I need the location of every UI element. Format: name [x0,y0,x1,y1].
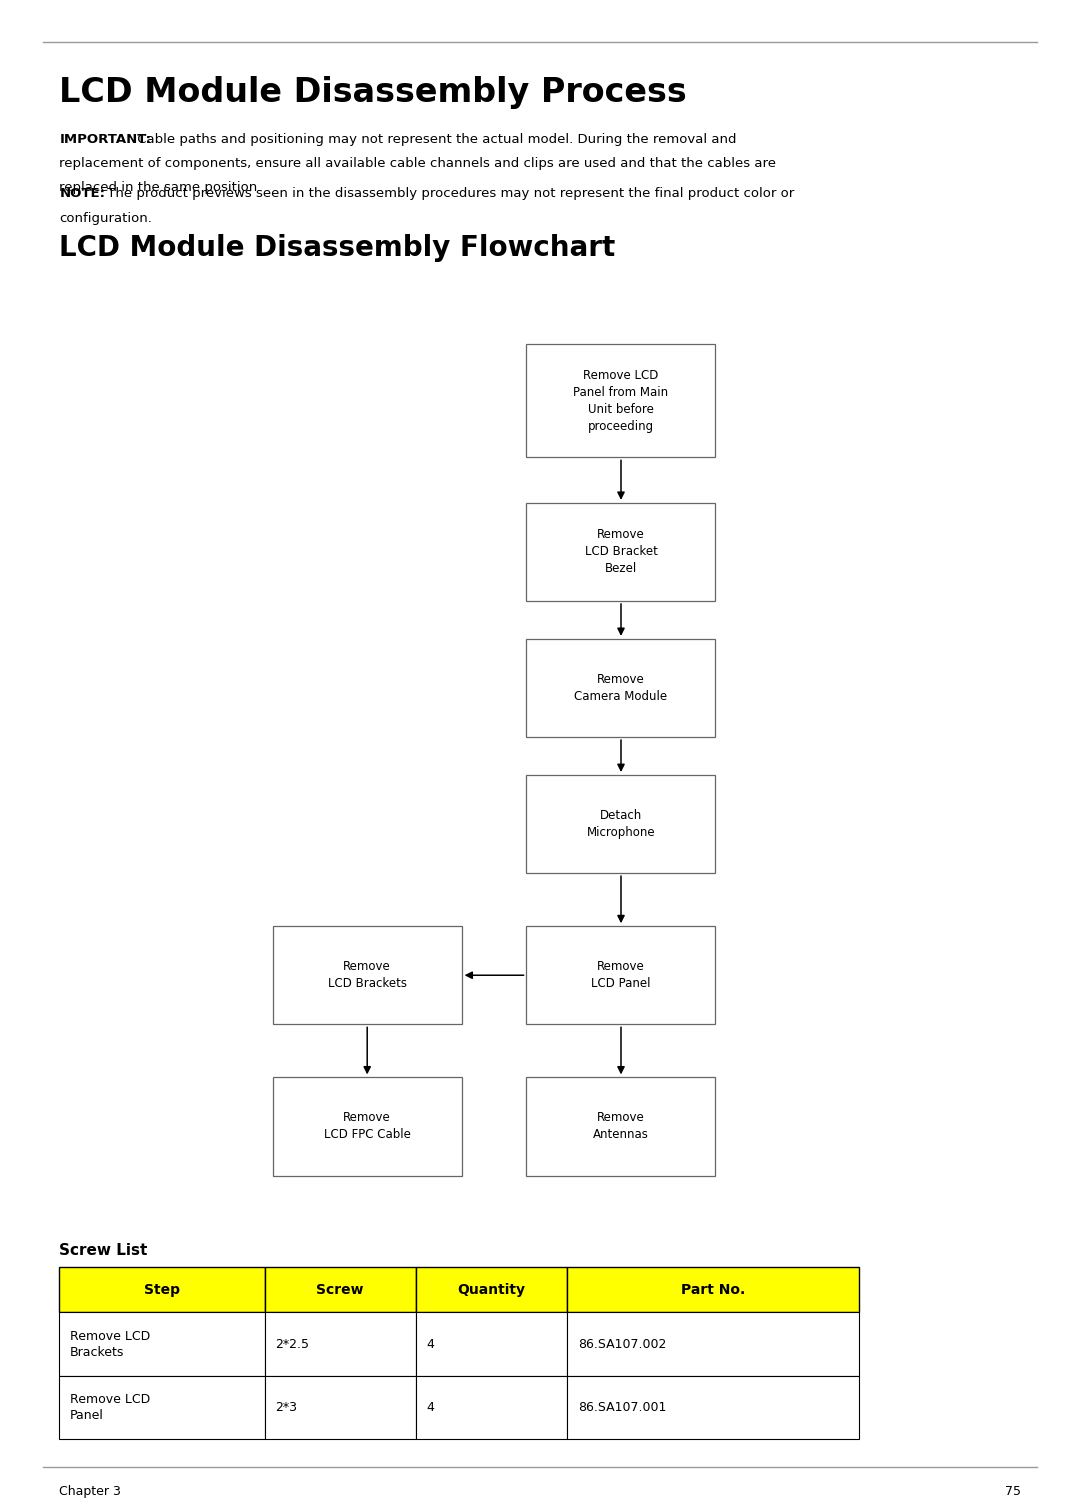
Text: IMPORTANT:: IMPORTANT: [59,133,151,147]
Text: LCD Module Disassembly Flowchart: LCD Module Disassembly Flowchart [59,234,616,263]
Bar [416,1312,567,1376]
Bar [59,1267,265,1312]
Text: Remove
LCD Bracket
Bezel: Remove LCD Bracket Bezel [584,528,658,576]
Text: Quantity: Quantity [458,1282,525,1297]
Bar [416,1376,567,1439]
Bar [526,925,715,1025]
Bar [567,1376,859,1439]
Text: configuration.: configuration. [59,212,152,225]
Text: 86.SA107.002: 86.SA107.002 [578,1338,666,1350]
Text: Screw: Screw [316,1282,364,1297]
Text: Remove
LCD Panel: Remove LCD Panel [591,960,651,990]
Text: LCD Module Disassembly Process: LCD Module Disassembly Process [59,76,687,109]
Text: 2*3: 2*3 [275,1402,297,1414]
Text: 4: 4 [427,1338,434,1350]
Text: Part No.: Part No. [680,1282,745,1297]
Bar [59,1312,265,1376]
Text: Remove LCD
Brackets: Remove LCD Brackets [70,1329,150,1359]
Bar [265,1312,416,1376]
Text: Step: Step [144,1282,180,1297]
Bar [526,1077,715,1176]
Bar [273,925,462,1025]
Text: The product previews seen in the disassembly procedures may not represent the fi: The product previews seen in the disasse… [103,187,794,201]
Text: Chapter 3: Chapter 3 [59,1485,121,1498]
Text: Remove
LCD FPC Cable: Remove LCD FPC Cable [324,1111,410,1142]
Bar [416,1267,567,1312]
Bar [59,1376,265,1439]
Text: Remove
LCD Brackets: Remove LCD Brackets [327,960,407,990]
Text: Remove
Camera Module: Remove Camera Module [575,673,667,703]
Bar [567,1267,859,1312]
Text: replaced in the same position.: replaced in the same position. [59,181,261,195]
Text: NOTE:: NOTE: [59,187,106,201]
Bar [265,1267,416,1312]
Text: Remove LCD
Panel: Remove LCD Panel [70,1393,150,1423]
Bar [265,1376,416,1439]
Text: 2*2.5: 2*2.5 [275,1338,309,1350]
Bar [526,638,715,736]
Text: Cable paths and positioning may not represent the actual model. During the remov: Cable paths and positioning may not repr… [133,133,737,147]
Bar [273,1077,462,1176]
Text: Remove LCD
Panel from Main
Unit before
proceeding: Remove LCD Panel from Main Unit before p… [573,369,669,432]
Text: 75: 75 [1004,1485,1021,1498]
Bar [526,776,715,874]
Bar [526,502,715,602]
Text: replacement of components, ensure all available cable channels and clips are use: replacement of components, ensure all av… [59,157,777,171]
Bar [567,1312,859,1376]
Text: Detach
Microphone: Detach Microphone [586,809,656,839]
Text: 4: 4 [427,1402,434,1414]
Text: 86.SA107.001: 86.SA107.001 [578,1402,666,1414]
Text: Remove
Antennas: Remove Antennas [593,1111,649,1142]
Text: Screw List: Screw List [59,1243,148,1258]
Bar [526,345,715,457]
